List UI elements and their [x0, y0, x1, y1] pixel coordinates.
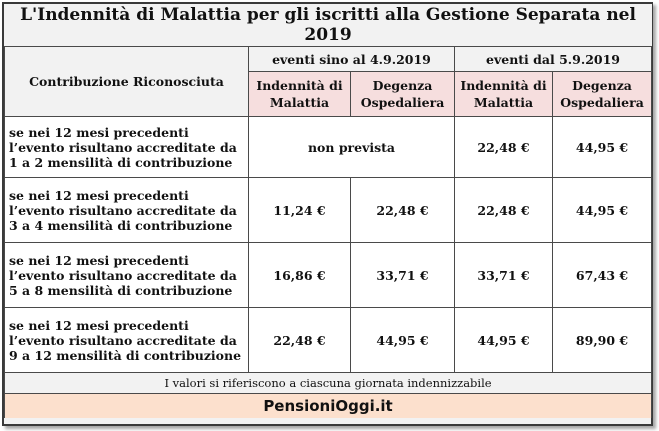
- cell-malattia-after: 22,48 €: [454, 116, 553, 178]
- cell-degenza-after: 67,43 €: [551, 242, 653, 308]
- row-label: se nei 12 mesi precedenti l’evento risul…: [4, 242, 249, 308]
- cell-degenza-before: 44,95 €: [350, 307, 455, 373]
- cell-not-provided: non prevista: [248, 116, 455, 178]
- page-title: L'Indennità di Malattia per gli iscritti…: [4, 4, 652, 47]
- row-header: Contribuzione Riconosciuta: [4, 46, 249, 117]
- row-label: se nei 12 mesi precedenti l’evento risul…: [4, 116, 249, 178]
- cell-malattia-after: 33,71 €: [454, 242, 553, 308]
- cell-malattia-before: 16,86 €: [248, 242, 351, 308]
- table-row: se nei 12 mesi precedenti l’evento risul…: [4, 307, 653, 373]
- footnote: I valori si riferiscono a ciascuna giorn…: [3, 372, 653, 394]
- brand-footer: PensioniOggi.it: [3, 393, 653, 418]
- cell-degenza-after: 44,95 €: [551, 116, 653, 178]
- row-label: se nei 12 mesi precedenti l’evento risul…: [4, 177, 249, 243]
- col-header-degenza-after: Degenza Ospedaliera: [551, 71, 653, 117]
- cell-malattia-after: 44,95 €: [454, 307, 553, 373]
- col-header-malattia-after: Indennità di Malattia: [454, 71, 553, 117]
- cell-degenza-after: 89,90 €: [551, 307, 653, 373]
- table-row: se nei 12 mesi precedenti l’evento risul…: [4, 116, 653, 178]
- cell-degenza-after: 44,95 €: [551, 177, 653, 243]
- cell-malattia-after: 22,48 €: [454, 177, 553, 243]
- row-label: se nei 12 mesi precedenti l’evento risul…: [4, 307, 249, 373]
- cell-degenza-before: 22,48 €: [350, 177, 455, 243]
- benefit-table: L'Indennità di Malattia per gli iscritti…: [3, 4, 653, 418]
- cell-malattia-before: 11,24 €: [248, 177, 351, 243]
- period-after-header: eventi dal 5.9.2019: [453, 46, 653, 72]
- cell-malattia-before: 22,48 €: [248, 307, 351, 373]
- cell-degenza-before: 33,71 €: [350, 242, 455, 308]
- table-row: se nei 12 mesi precedenti l’evento risul…: [4, 242, 653, 308]
- table-frame: L'Indennità di Malattia per gli iscritti…: [2, 2, 653, 426]
- table-row: se nei 12 mesi precedenti l’evento risul…: [4, 177, 653, 243]
- col-header-degenza-before: Degenza Ospedaliera: [350, 71, 455, 117]
- col-header-malattia-before: Indennità di Malattia: [248, 71, 351, 117]
- period-before-header: eventi sino al 4.9.2019: [248, 46, 455, 72]
